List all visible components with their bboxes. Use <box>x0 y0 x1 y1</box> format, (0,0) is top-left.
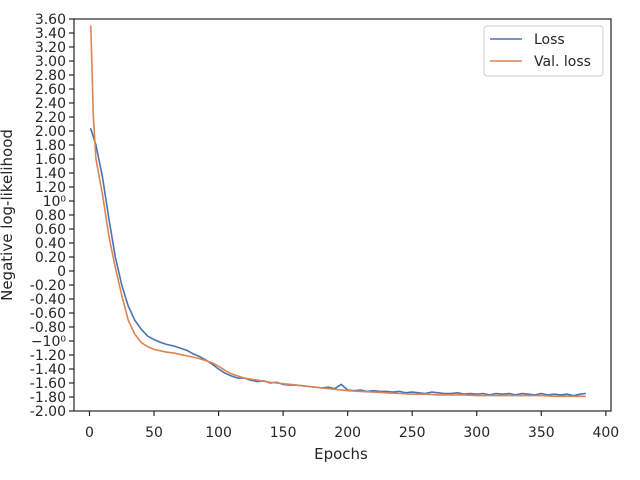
x-tick-label-3: 150 <box>270 425 297 441</box>
y-tick-label-13: 0.60 <box>35 222 66 238</box>
x-tick-label-8: 400 <box>592 425 619 441</box>
x-tick-label-2: 100 <box>205 425 232 441</box>
y-tick-label-21: 2.20 <box>35 110 66 126</box>
y-tick-label-22: 2.40 <box>35 96 66 112</box>
series-layer <box>89 25 586 398</box>
y-tick-label-2: -1.60 <box>30 376 66 392</box>
y-tick-label-14: 0.80 <box>35 208 66 224</box>
series-line-1 <box>89 128 586 397</box>
legend: Loss Val. loss <box>483 25 604 77</box>
y-tick-label-23: 2.60 <box>35 82 66 98</box>
y-tick-label-20: 2.00 <box>35 124 66 140</box>
legend-label-1: Loss <box>534 32 565 48</box>
x-tick-label-0: 0 <box>85 425 94 441</box>
y-tick-label-11: 0.20 <box>35 250 66 266</box>
y-tick-label-8: -0.40 <box>30 292 66 308</box>
y-tick-label-12: 0.40 <box>35 236 66 252</box>
y-tick-label-6: -0.80 <box>30 320 66 336</box>
x-tick-label-1: 50 <box>145 425 163 441</box>
y-tick-label-15: 10⁰ <box>43 194 67 210</box>
y-tick-label-3: -1.40 <box>30 362 66 378</box>
series-line-2 <box>89 25 586 398</box>
y-tick-label-25: 3.00 <box>35 54 66 70</box>
y-tick-label-0: -2.00 <box>30 404 66 420</box>
y-tick-label-27: 3.40 <box>35 26 66 42</box>
x-axis-label: Epochs <box>314 445 368 463</box>
y-tick-label-10: 0 <box>57 264 66 280</box>
y-axis-label: Negative log-likelihood <box>0 129 16 301</box>
y-tick-label-9: -0.20 <box>30 278 66 294</box>
y-tick-label-7: -0.60 <box>30 306 66 322</box>
x-tick-label-6: 300 <box>463 425 490 441</box>
y-tick-label-18: 1.60 <box>35 152 66 168</box>
y-tick-label-17: 1.40 <box>35 166 66 182</box>
y-tick-label-1: -1.80 <box>30 390 66 406</box>
y-tick-label-19: 1.80 <box>35 138 66 154</box>
y-tick-label-16: 1.20 <box>35 180 66 196</box>
y-tick-label-26: 3.20 <box>35 40 66 56</box>
x-tick-label-5: 250 <box>399 425 426 441</box>
axes-layer: 0 50 100 150 200 250 300 350 400-2.00-1.80-1.60-… <box>30 12 619 441</box>
y-tick-label-4: -1.20 <box>30 348 66 364</box>
y-tick-label-28: 3.60 <box>35 12 66 28</box>
y-tick-label-5: −10⁰ <box>31 334 67 350</box>
x-tick-label-4: 200 <box>334 425 361 441</box>
y-tick-label-24: 2.80 <box>35 68 66 84</box>
legend-label-2: Val. loss <box>534 54 591 70</box>
x-tick-label-7: 350 <box>528 425 555 441</box>
